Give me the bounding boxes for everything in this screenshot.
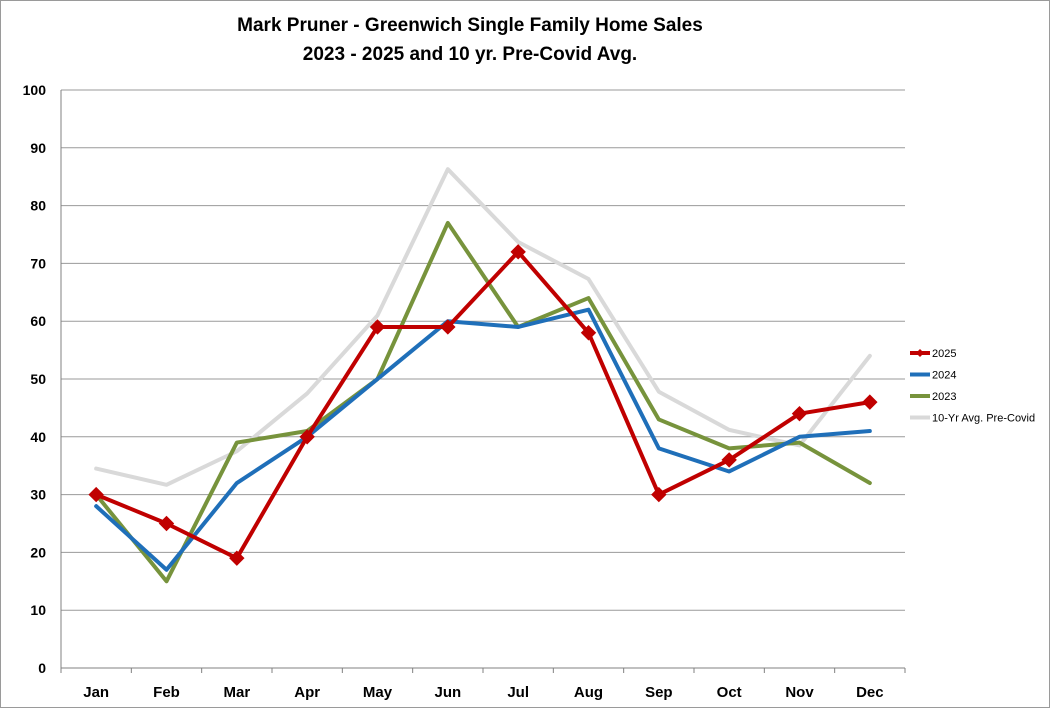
data-point [868,429,872,433]
y-tick-label: 30 [30,487,46,503]
data-point-marker [229,550,245,566]
data-point [868,354,872,358]
data-point-marker [299,429,315,445]
legend: 2025 2024 2023 10-Yr Avg. Pre-Covid [910,348,1035,425]
y-tick-label: 40 [30,429,46,445]
legend-item-10-yr-avg-pre-covid: 10-Yr Avg. Pre-Covid [910,413,1035,425]
x-tick-label: Nov [785,684,814,701]
data-point [657,417,661,421]
x-tick-label: Jul [507,684,529,701]
data-point [587,296,591,300]
data-point [235,449,239,453]
legend-label: 2025 [932,348,956,360]
data-point [727,469,731,473]
data-point [94,504,98,508]
legend-label: 10-Yr Avg. Pre-Covid [932,413,1035,425]
x-tick-label: Apr [294,684,320,701]
series-line-10-yr-avg-pre-covid [94,167,872,487]
y-tick-label: 60 [30,313,46,329]
data-point-marker [440,319,456,335]
data-point-marker [510,244,526,260]
data-point-marker [580,325,597,341]
data-point [165,568,169,572]
data-point [165,483,169,487]
data-point-marker [158,515,175,532]
x-tick-label: Jan [83,684,109,701]
data-point [657,390,661,394]
legend-marker [916,349,924,357]
x-tick-label: Aug [574,684,603,701]
data-point [446,221,450,225]
data-point [94,467,98,471]
data-point-marker [721,452,737,468]
y-tick-label: 90 [30,140,46,156]
x-tick-label: Oct [717,684,742,701]
data-point [587,277,591,281]
data-point-marker [862,394,878,410]
legend-item-2024: 2024 [910,370,956,382]
legend-label: 2024 [932,370,956,382]
chart-subtitle: 2023 - 2025 and 10 yr. Pre-Covid Avg. [303,44,637,65]
x-tick-label: Dec [856,684,884,701]
series-10-yr-avg-pre-covid [94,167,872,487]
data-point [587,308,591,312]
data-point [235,481,239,485]
y-tick-label: 80 [30,198,46,214]
x-axis: Jan Feb Mar Apr May Jun Jul Aug Sep Oct Nov Dec [60,668,906,701]
series-line-2025 [94,249,872,561]
data-point [516,240,520,244]
data-point [376,377,380,381]
y-tick-label: 100 [23,82,47,98]
x-tick-label: Feb [153,684,180,701]
x-tick-label: Sep [645,684,673,701]
data-point-marker [88,486,104,503]
data-point [727,428,731,432]
x-tick-label: Mar [223,684,250,701]
data-point [798,435,802,439]
gridlines [61,89,905,669]
data-point [235,441,239,445]
y-axis: 0 10 20 30 40 50 60 70 80 90 100 [23,82,62,676]
data-point [376,313,380,317]
x-tick-label: Jun [434,684,461,701]
series-group [88,167,878,584]
legend-item-2025: 2025 [910,348,956,360]
y-tick-label: 10 [30,602,46,618]
y-tick-label: 0 [38,660,46,676]
data-point [727,446,731,450]
data-point-marker [651,486,667,503]
data-point-marker [369,319,386,335]
data-point [657,446,661,450]
legend-item-2023: 2023 [910,391,956,403]
data-point [516,325,520,329]
series-line-2024 [94,307,872,572]
x-tick-label: May [363,684,393,701]
data-point [165,579,169,583]
chart-title: Mark Pruner - Greenwich Single Family Ho… [237,15,703,36]
y-tick-label: 20 [30,544,46,560]
series-line-2023 [94,220,872,584]
series-2025 [88,244,878,566]
series-2023 [94,220,872,584]
data-point [446,167,450,171]
data-point [868,481,872,485]
data-point [798,441,802,445]
data-point [305,391,309,395]
series-2024 [94,307,872,572]
y-tick-label: 50 [30,371,46,387]
y-tick-label: 70 [30,255,46,271]
legend-label: 2023 [932,391,956,403]
data-point-marker [791,405,808,422]
